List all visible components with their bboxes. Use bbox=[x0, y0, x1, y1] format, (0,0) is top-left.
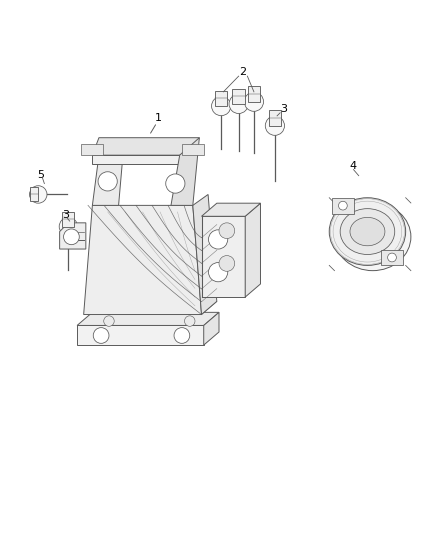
Ellipse shape bbox=[335, 203, 411, 271]
Polygon shape bbox=[381, 249, 403, 265]
Circle shape bbox=[244, 92, 264, 111]
Polygon shape bbox=[63, 212, 74, 227]
Polygon shape bbox=[201, 216, 245, 297]
Text: 3: 3 bbox=[62, 210, 69, 220]
Circle shape bbox=[219, 256, 235, 271]
Circle shape bbox=[229, 94, 248, 114]
Polygon shape bbox=[201, 203, 261, 216]
Polygon shape bbox=[30, 188, 38, 201]
Polygon shape bbox=[332, 198, 354, 214]
Ellipse shape bbox=[350, 217, 385, 246]
Polygon shape bbox=[233, 88, 245, 104]
Polygon shape bbox=[84, 205, 201, 314]
Circle shape bbox=[98, 172, 117, 191]
Text: 2: 2 bbox=[240, 67, 247, 77]
Polygon shape bbox=[77, 326, 204, 345]
Circle shape bbox=[208, 230, 228, 249]
Circle shape bbox=[166, 174, 185, 193]
Circle shape bbox=[93, 328, 109, 343]
Polygon shape bbox=[81, 144, 103, 155]
Circle shape bbox=[265, 116, 285, 135]
Text: 1: 1 bbox=[154, 113, 161, 123]
Text: 5: 5 bbox=[37, 170, 44, 180]
Polygon shape bbox=[193, 195, 217, 314]
Polygon shape bbox=[215, 91, 227, 106]
Polygon shape bbox=[77, 312, 219, 326]
Circle shape bbox=[339, 201, 347, 210]
Circle shape bbox=[174, 328, 190, 343]
Circle shape bbox=[29, 185, 47, 203]
Ellipse shape bbox=[340, 208, 395, 254]
Text: 3: 3 bbox=[280, 104, 287, 114]
Polygon shape bbox=[182, 144, 204, 155]
Polygon shape bbox=[92, 138, 199, 155]
Circle shape bbox=[219, 223, 235, 239]
Circle shape bbox=[59, 217, 78, 236]
Polygon shape bbox=[247, 86, 260, 102]
Polygon shape bbox=[204, 312, 219, 345]
Circle shape bbox=[64, 229, 79, 245]
Circle shape bbox=[184, 316, 195, 326]
Ellipse shape bbox=[329, 198, 406, 265]
Text: 4: 4 bbox=[350, 161, 357, 171]
Polygon shape bbox=[245, 203, 261, 297]
Circle shape bbox=[388, 253, 396, 262]
Polygon shape bbox=[171, 138, 199, 205]
Circle shape bbox=[104, 316, 114, 326]
Circle shape bbox=[212, 96, 231, 116]
Ellipse shape bbox=[346, 214, 400, 260]
Polygon shape bbox=[92, 155, 123, 205]
Circle shape bbox=[208, 263, 228, 282]
Polygon shape bbox=[60, 223, 86, 249]
Polygon shape bbox=[92, 155, 193, 164]
Polygon shape bbox=[268, 110, 281, 126]
